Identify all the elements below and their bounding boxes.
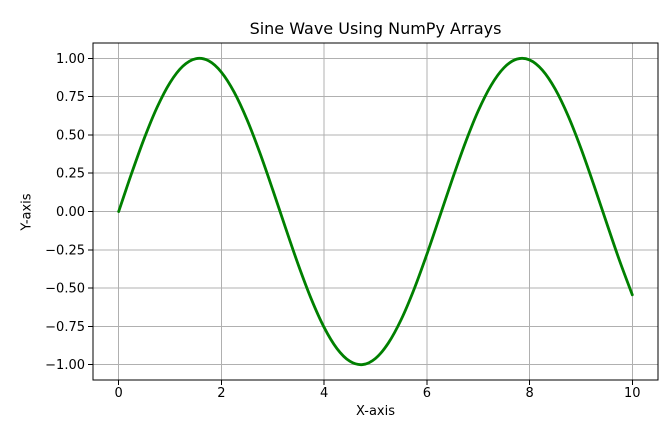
y-tick-label: 0.75 [56, 90, 85, 105]
x-tick-label: 4 [320, 386, 328, 401]
x-axis-label: X-axis [356, 404, 395, 419]
y-tick-label: 0.25 [56, 167, 85, 182]
sine-wave-line [117, 56, 634, 367]
axes-spines [92, 42, 659, 381]
x-tick-label: 8 [525, 386, 533, 401]
y-tick-label: −0.25 [45, 243, 85, 258]
x-tick-label: 6 [423, 386, 431, 401]
y-axis-label: Y-axis [19, 193, 35, 231]
y-tick-label: 0.50 [56, 128, 85, 143]
y-tick-label: 1.00 [56, 52, 85, 67]
chart-title: Sine Wave Using NumPy Arrays [249, 19, 502, 38]
y-tick-label: −0.75 [45, 320, 85, 335]
y-tick-label: −0.50 [45, 282, 85, 297]
y-tick-label: −1.00 [45, 358, 85, 373]
x-tick-label: 0 [115, 386, 123, 401]
x-tick-label: 2 [217, 386, 225, 401]
x-tick-label: 10 [624, 386, 641, 401]
y-tick-label: 0.00 [56, 205, 85, 220]
